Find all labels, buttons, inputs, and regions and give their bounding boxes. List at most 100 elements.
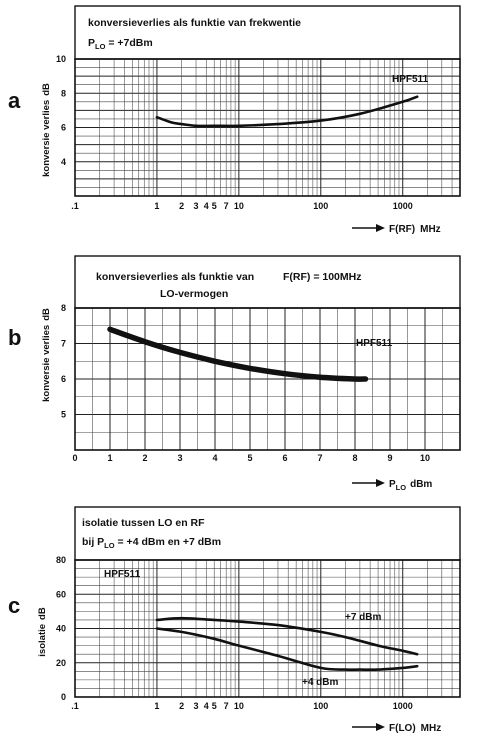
panel-c-yticks: 0 20 40 60 80 [56,555,66,702]
x-tick-label: 3 [194,201,199,211]
y-tick-label: 80 [56,555,66,565]
x-tick-label: .1 [71,701,79,711]
x-tick-label: 1000 [393,701,413,711]
x-tick-label: 4 [212,453,217,463]
panel-a-ylabel: konversie verlies dB [41,83,52,177]
x-tick-label: 6 [282,453,287,463]
x-tick-label: 5 [212,701,217,711]
panel-a-ylabel-unit: dB [41,83,52,96]
panel-c-ylabel-unit: dB [37,607,48,620]
x-tick-label: 0 [72,453,77,463]
x-tick-label: 9 [387,453,392,463]
panel-b: b konversieverlies als funktie van F(RF)… [8,255,461,492]
panel-a-arrow-head [376,224,385,232]
x-tick-label: 100 [313,701,328,711]
panel-a-series-label: HPF511 [392,74,429,85]
y-tick-label: 0 [61,692,66,702]
panel-a-subtitle-prefix: P [88,37,95,49]
x-tick-label: 2 [179,201,184,211]
panel-a-xticks: .1 1 2 3 4 5 7 10 100 1000 [71,201,413,211]
panel-c-grid [74,559,461,698]
panel-a-xlabel-text: F(RF) [389,224,415,235]
y-tick-label: 20 [56,658,66,668]
series-line [155,616,419,656]
panel-b-xlabel-prefix: P [389,479,396,490]
panel-c-plot-frame [74,559,461,698]
panel-c-arrow-head [376,723,385,731]
panel-b-title-right: F(RF) = 100MHz [283,271,361,283]
panel-c-xticks: .1 1 2 3 4 5 7 10 100 1000 [71,701,413,711]
panel-a-xlabel-unit: MHz [420,224,441,235]
panel-c-header-box [74,506,461,561]
panel-b-letter: b [8,325,21,350]
y-tick-label: 60 [56,589,66,599]
x-tick-label: 4 [204,201,209,211]
y-tick-label: 40 [56,624,66,634]
panel-b-xlabel-sub: LO [396,483,407,492]
y-tick-label: 8 [61,88,66,98]
x-tick-label: 1 [154,201,159,211]
x-tick-label: 1000 [393,201,413,211]
panel-c-subtitle-suffix: = +4 dBm en +7 dBm [115,536,222,548]
x-tick-label: 8 [352,453,357,463]
y-tick-label: 6 [61,123,66,133]
panel-c-xlabel-unit: MHz [421,723,442,734]
panel-c-xlabel: F(LO) MHz [389,723,441,734]
panel-b-yticks: 5 6 7 8 [61,303,66,420]
series-line [155,95,419,128]
x-tick-label: 7 [224,201,229,211]
panel-c: c isolatie tussen LO en RF bij PLO = +4 … [8,506,461,734]
panel-a-xlabel: F(RF) MHz [389,224,441,235]
panel-b-xlabel-unit: dBm [410,479,432,490]
x-tick-label: 3 [194,701,199,711]
y-tick-label: 7 [61,339,66,349]
panel-c-ylabel-text: isolatie [37,624,48,657]
panel-b-title: konversieverlies als funktie van [96,271,254,283]
panel-a-yticks: 4 6 8 10 [56,54,66,167]
x-tick-label: 2 [179,701,184,711]
panel-a-letter: a [8,88,21,113]
panel-c-series [155,616,419,672]
panel-c-ylabel: isolatie dB [37,607,48,657]
y-tick-label: 10 [56,54,66,64]
panel-a-series [155,95,419,128]
panel-b-series [107,326,369,382]
x-tick-label: 7 [317,453,322,463]
panel-a-subtitle: PLO = +7dBm [88,37,153,51]
panel-b-series-label: HPF511 [356,338,393,349]
panel-a-subtitle-suffix: = +7dBm [105,37,152,49]
panel-b-ylabel: konversie verlies dB [41,308,52,402]
x-tick-label: 1 [154,701,159,711]
x-tick-label: 10 [234,201,244,211]
x-tick-label: .1 [71,201,79,211]
panel-a: a konversieverlies als funktie van frekw… [8,5,461,235]
panel-a-title: konversieverlies als funktie van frekwen… [88,17,301,29]
x-tick-label: 10 [420,453,430,463]
y-tick-label: 8 [61,303,66,313]
panel-a-ylabel-text: konversie verlies [41,100,52,177]
x-tick-label: 7 [224,701,229,711]
y-tick-label: 4 [61,157,66,167]
panel-b-xlabel: PLO dBm [389,479,432,492]
panel-a-plot-frame [74,58,461,197]
x-tick-label: 3 [177,453,182,463]
x-tick-label: 10 [234,701,244,711]
series-line [107,326,369,382]
panel-c-xlabel-text: F(LO) [389,723,416,734]
panel-b-ylabel-unit: dB [41,308,52,321]
panel-b-xticks: 0 1 2 3 4 5 6 7 8 9 10 [72,453,430,463]
panel-a-grid [74,58,461,197]
panel-c-letter: c [8,593,20,618]
panel-c-chart-label: HPF511 [104,569,141,580]
panel-c-series-label-4dbm: +4 dBm [302,677,339,688]
panel-b-plot-frame [74,307,461,451]
panel-c-series-label-7dbm: +7 dBm [345,612,382,623]
series-line [155,627,419,672]
panel-c-subtitle-sub: LO [104,541,115,550]
panel-b-grid [74,307,461,451]
panel-c-title: isolatie tussen LO en RF [82,517,205,529]
y-tick-label: 6 [61,374,66,384]
panel-c-subtitle: bij PLO = +4 dBm en +7 dBm [82,536,221,550]
x-tick-label: 5 [247,453,252,463]
